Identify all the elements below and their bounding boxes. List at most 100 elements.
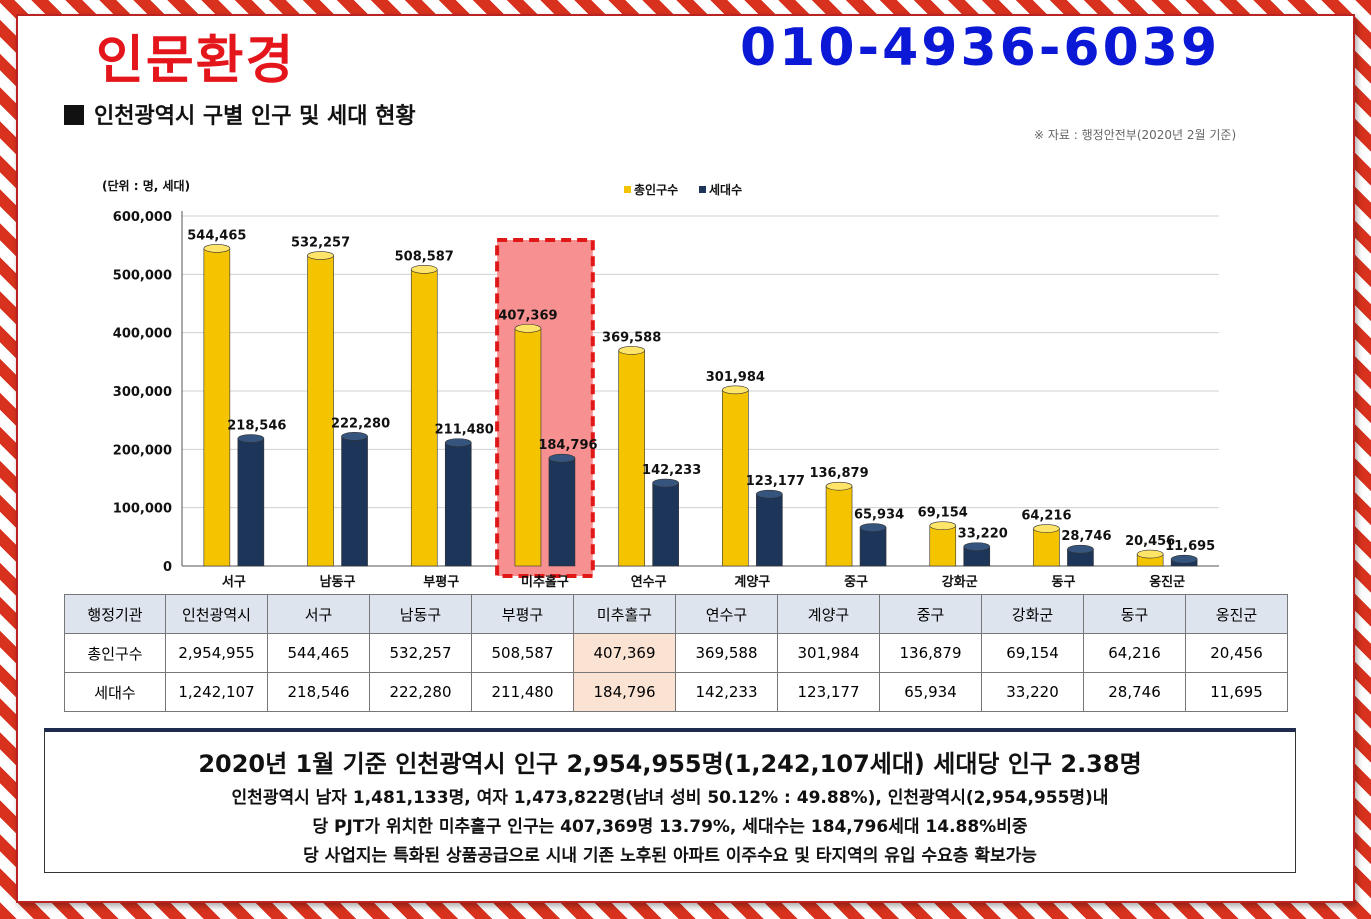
- bar-population-cap: [618, 346, 645, 355]
- data-label: 11,695: [1165, 539, 1215, 554]
- square-bullet-icon: [64, 105, 84, 125]
- bar-population-cap: [825, 481, 853, 491]
- legend-swatch: [624, 186, 631, 193]
- table-cell: 508,587: [471, 633, 574, 673]
- section-title: 인천광역시 구별 인구 및 세대 현황: [64, 98, 416, 130]
- population-table: 행정기관 인천광역시 서구 남동구 부평구 미추홀구 연수구 계양구 중구 강화군 동구 옹진군 총인구…: [64, 594, 1288, 712]
- data-label: 407,369: [498, 308, 557, 323]
- section-title-text: 인천광역시 구별 인구 및 세대 현황: [94, 104, 416, 129]
- y-tick-label: 300,000: [113, 385, 172, 400]
- data-label: 301,984: [706, 370, 765, 385]
- table-header-cell: 연수구: [675, 594, 778, 634]
- table-header-cell: 부평구: [471, 594, 574, 634]
- table-cell: 218,546: [267, 672, 370, 712]
- bar-households: [756, 493, 783, 567]
- legend-swatch: [699, 186, 706, 193]
- table-cell: 세대수: [64, 672, 166, 712]
- brand-name: 인문환경: [96, 31, 296, 91]
- summary-line-1: 인천광역시 남자 1,481,133명, 여자 1,473,822명(남녀 성비…: [231, 788, 1109, 808]
- highlight-box: [495, 238, 595, 578]
- bar-population-cap: [410, 265, 438, 274]
- table-cell: 123,177: [777, 672, 880, 712]
- bar-households-cap: [548, 453, 576, 463]
- bar-households-cap: [756, 489, 783, 499]
- table-cell: 28,746: [1083, 672, 1186, 712]
- table-cell: 532,257: [369, 633, 472, 673]
- bar-households-cap: [652, 478, 679, 488]
- x-tick-label: 계양구: [734, 575, 770, 588]
- table-cell: 136,879: [879, 633, 982, 673]
- data-label: 69,154: [918, 506, 968, 521]
- y-tick-label: 500,000: [113, 268, 172, 283]
- data-label: 544,465: [187, 228, 246, 243]
- table-cell: 65,934: [879, 672, 982, 712]
- table-cell: 33,220: [981, 672, 1084, 712]
- bar-population-cap: [514, 324, 542, 333]
- source-note: ※ 자료 : 행정안전부(2020년 2월 기준): [1034, 128, 1237, 142]
- table-cell: 20,456: [1185, 633, 1288, 673]
- table-cell: 총인구수: [64, 633, 166, 673]
- y-tick-label: 400,000: [113, 327, 172, 342]
- x-tick-label: 부평구: [423, 574, 459, 588]
- bar-households-cap: [1067, 544, 1094, 554]
- bar-population-cap: [722, 385, 749, 395]
- bar-households-cap: [341, 432, 368, 441]
- table-header-cell: 옹진군: [1185, 594, 1288, 634]
- table-cell: 1,242,107: [165, 672, 268, 712]
- bar-population: [514, 328, 542, 567]
- y-tick-label: 200,000: [113, 443, 172, 458]
- bar-population: [618, 350, 645, 567]
- table-header-cell: 계양구: [777, 594, 880, 634]
- data-label: 369,588: [602, 330, 661, 345]
- bar-population: [722, 389, 749, 567]
- table-row: 세대수 1,242,107 218,546 222,280 211,480 184,796…: [64, 672, 1288, 712]
- table-cell: 11,695: [1185, 672, 1288, 712]
- x-tick-label: 연수구: [631, 575, 667, 588]
- table-header-cell: 동구: [1083, 594, 1186, 634]
- table-cell: 142,233: [675, 672, 778, 712]
- data-label: 136,879: [809, 466, 868, 481]
- summary-box: 2020년 1월 기준 인천광역시 인구 2,954,955명(1,242,10…: [44, 728, 1296, 873]
- summary-line-2: 당 PJT가 위치한 미추홀구 인구는 407,369명 13.79%, 세대수…: [312, 817, 1028, 837]
- data-label: 28,746: [1061, 529, 1111, 544]
- data-label: 142,233: [642, 463, 701, 478]
- table-header-cell: 행정기관: [64, 594, 166, 634]
- y-tick-label: 600,000: [113, 210, 172, 225]
- table-cell: 2,954,955: [165, 633, 268, 673]
- x-tick-label: 서구: [222, 575, 246, 588]
- table-header-cell: 강화군: [981, 594, 1084, 634]
- table-cell: 369,588: [675, 633, 778, 673]
- data-label: 20,456: [1125, 534, 1175, 549]
- bar-population-cap: [307, 251, 334, 260]
- x-tick-label: 강화군: [942, 574, 978, 588]
- bar-households: [341, 436, 368, 567]
- data-label: 508,587: [395, 249, 454, 264]
- data-label: 222,280: [331, 416, 390, 431]
- bar-population: [203, 248, 231, 567]
- data-label: 65,934: [854, 508, 904, 523]
- table-cell: 64,216: [1083, 633, 1186, 673]
- bar-households: [652, 482, 679, 567]
- bar-population: [825, 485, 853, 567]
- x-tick-label: 동구: [1051, 575, 1075, 588]
- phone-number: 010-4936-6039: [740, 18, 1221, 78]
- y-tick-label: 0: [163, 560, 172, 575]
- table-cell: 222,280: [369, 672, 472, 712]
- bar-households: [859, 527, 887, 567]
- bar-households: [237, 438, 265, 567]
- bar-households-cap: [859, 523, 887, 532]
- y-tick-label: 100,000: [113, 502, 172, 517]
- summary-main: 2020년 1월 기준 인천광역시 인구 2,954,955명(1,242,10…: [198, 750, 1142, 778]
- data-label: 218,546: [227, 419, 286, 434]
- bar-households: [444, 442, 472, 567]
- x-tick-label: 옹진군: [1149, 574, 1185, 588]
- data-label: 64,216: [1021, 509, 1071, 524]
- bar-population: [410, 269, 438, 567]
- table-cell: 211,480: [471, 672, 574, 712]
- data-label: 532,257: [291, 236, 350, 251]
- bar-population: [307, 255, 334, 567]
- data-label: 184,796: [538, 438, 597, 453]
- bar-population-cap: [203, 244, 231, 253]
- table-header-cell: 미추홀구: [573, 594, 676, 634]
- table-header-cell: 인천광역시: [165, 594, 268, 634]
